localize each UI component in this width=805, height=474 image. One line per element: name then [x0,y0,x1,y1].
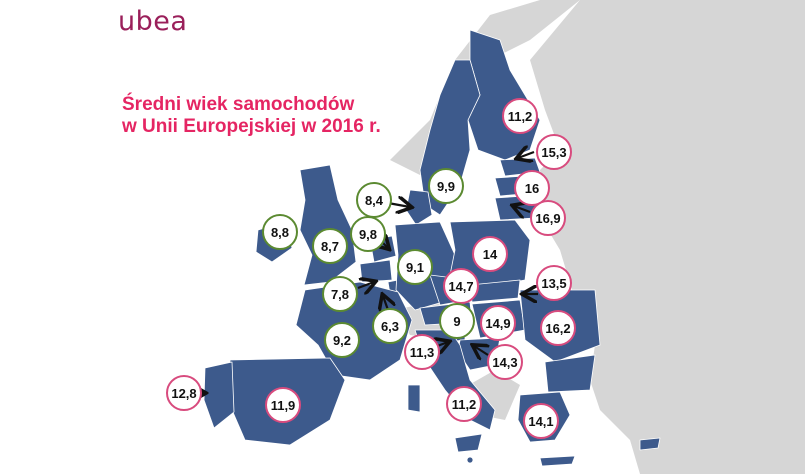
value-badge-hungary: 14,9 [480,305,516,341]
value-badge-greece: 14,1 [523,403,559,439]
value-badge-romania: 16,2 [540,310,576,346]
arrow-estonia [518,152,535,158]
arrow-belgium [357,282,374,288]
title-line-2: w Unii Europejskiej w 2016 r. [122,116,381,137]
title-line-1: Średni wiek samochodów [122,94,355,115]
value-badge-germany: 9,1 [397,249,433,285]
value-badge-croatia: 14,3 [487,344,523,380]
value-badge-czech: 14,7 [443,268,479,304]
arrow-croatia [474,346,488,355]
arrow-denmark [387,203,410,207]
value-badge-slovakia: 13,5 [536,265,572,301]
value-badge-sweden: 9,9 [428,168,464,204]
country-cyprus [639,437,661,451]
country-belgium [359,259,393,283]
country-portugal [203,361,235,429]
value-badge-france: 9,2 [324,322,360,358]
value-badge-uk: 8,7 [312,228,348,264]
value-badge-estonia: 15,3 [536,134,572,170]
country-uk [299,164,357,286]
value-badge-netherlands: 9,8 [350,216,386,252]
arrow-lithuania [514,206,531,212]
country-malta [466,456,474,464]
value-badge-austria: 9 [439,303,475,339]
country-sicily [454,433,483,453]
ubea-logo: ubea [118,6,188,37]
value-badge-poland: 14 [472,236,508,272]
country-sardinia [407,384,421,413]
value-badge-finland: 11,2 [502,98,538,134]
map-title: Średni wiek samochodów w Unii Europejski… [122,94,381,138]
value-badge-slovenia: 11,3 [404,334,440,370]
value-badge-portugal: 12,8 [166,375,202,411]
value-badge-belgium: 7,8 [322,276,358,312]
value-badge-italy: 11,2 [446,386,482,422]
value-badge-denmark: 8,4 [356,182,392,218]
value-badge-ireland: 8,8 [262,214,298,250]
value-badge-spain: 11,9 [265,387,301,423]
value-badge-lithuania: 16,9 [530,200,566,236]
arrow-luxembourg [383,296,388,310]
value-badge-luxembourg: 6,3 [372,308,408,344]
country-crete [539,455,576,467]
country-bulgaria [544,354,596,393]
